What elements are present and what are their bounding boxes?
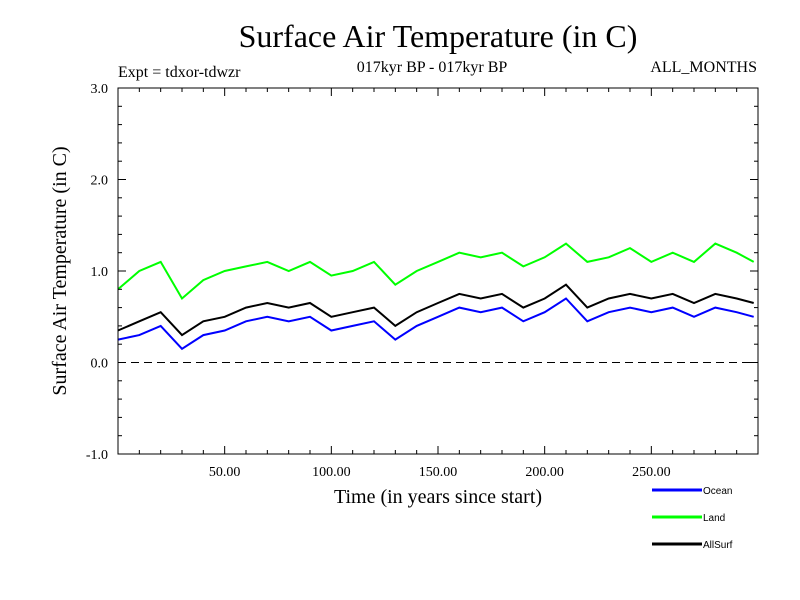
x-tick-label: 200.00 bbox=[525, 465, 564, 480]
legend-label-allsurf: AllSurf bbox=[703, 540, 733, 551]
x-axis-label: Time (in years since start) bbox=[334, 486, 542, 508]
x-tick-label: 150.00 bbox=[419, 465, 458, 480]
x-tick-label: 100.00 bbox=[312, 465, 351, 480]
period-label: 017kyr BP - 017kyr BP bbox=[357, 59, 508, 76]
series-layer bbox=[117, 242, 755, 351]
legend: Ocean Land AllSurf bbox=[652, 486, 733, 551]
series-line-land bbox=[117, 242, 755, 301]
x-tick-label: 250.00 bbox=[632, 465, 671, 480]
months-label: ALL_MONTHS bbox=[650, 59, 757, 76]
series-line-ocean bbox=[117, 297, 754, 351]
chart-title: Surface Air Temperature (in C) bbox=[239, 18, 638, 54]
y-tick-label: 0.0 bbox=[91, 357, 109, 372]
axis-layer: 50.00 100.00 150.00 200.00 250.00 -1.0 0.0 1.0 2… bbox=[86, 82, 759, 480]
y-tick-label: 1.0 bbox=[91, 265, 109, 280]
y-tick-label: 2.0 bbox=[91, 174, 109, 189]
x-tick-label: 50.00 bbox=[209, 465, 241, 480]
legend-label-ocean: Ocean bbox=[703, 486, 732, 497]
experiment-label: Expt = tdxor-tdwzr bbox=[118, 64, 241, 81]
series-line-allsurf bbox=[117, 283, 754, 337]
y-tick-label: 3.0 bbox=[91, 82, 109, 97]
legend-label-land: Land bbox=[703, 513, 725, 524]
plot-frame bbox=[117, 87, 759, 455]
y-tick-label: -1.0 bbox=[86, 448, 108, 463]
y-axis-label: Surface Air Temperature (in C) bbox=[49, 146, 71, 395]
